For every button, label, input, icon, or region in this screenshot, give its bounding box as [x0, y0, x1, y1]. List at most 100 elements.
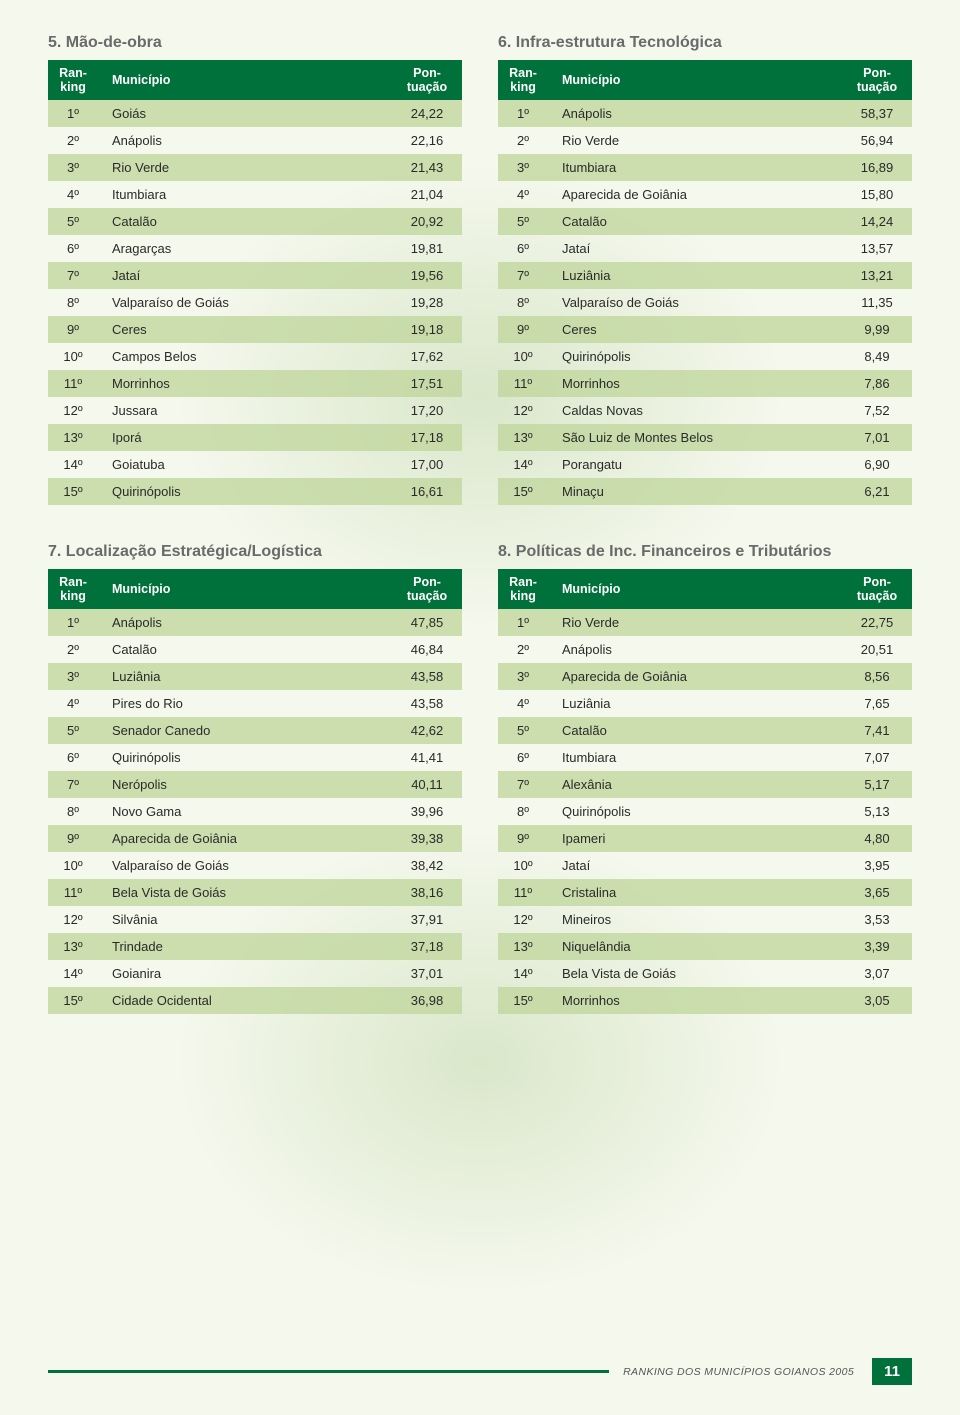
table-row: 12ºMineiros3,53	[498, 906, 912, 933]
table-row: 15ºMinaçu6,21	[498, 478, 912, 505]
cell-municipio: Itumbiara	[548, 154, 842, 181]
col-header-pontuacao: Pon- tuação	[392, 60, 462, 100]
cell-pontuacao: 14,24	[842, 208, 912, 235]
cell-pontuacao: 17,51	[392, 370, 462, 397]
tables-row-2: 7. Localização Estratégica/Logística Ran…	[48, 543, 912, 1014]
cell-municipio: Goianira	[98, 960, 392, 987]
cell-municipio: Morrinhos	[98, 370, 392, 397]
cell-rank: 4º	[498, 181, 548, 208]
table-row: 5ºSenador Canedo42,62	[48, 717, 462, 744]
cell-municipio: Jataí	[548, 235, 842, 262]
table-row: 1ºGoiás24,22	[48, 100, 462, 127]
table-row: 15ºMorrinhos3,05	[498, 987, 912, 1014]
cell-pontuacao: 58,37	[842, 100, 912, 127]
panel-title-text: Localização Estratégica/Logística	[66, 543, 322, 560]
cell-rank: 10º	[498, 343, 548, 370]
cell-municipio: Alexânia	[548, 771, 842, 798]
table-row: 2ºAnápolis22,16	[48, 127, 462, 154]
col-header-ranking: Ran- king	[48, 569, 98, 609]
col-header-text: tuação	[407, 589, 447, 603]
cell-rank: 10º	[498, 852, 548, 879]
table-row: 3ºItumbiara16,89	[498, 154, 912, 181]
cell-pontuacao: 7,86	[842, 370, 912, 397]
table-body: 1ºGoiás24,222ºAnápolis22,163ºRio Verde21…	[48, 100, 462, 505]
cell-rank: 14º	[48, 960, 98, 987]
cell-rank: 8º	[498, 289, 548, 316]
col-header-text: Pon-	[413, 66, 441, 80]
table-row: 3ºRio Verde21,43	[48, 154, 462, 181]
cell-pontuacao: 19,28	[392, 289, 462, 316]
table-row: 6ºItumbiara7,07	[498, 744, 912, 771]
col-header-text: Ran-	[59, 66, 87, 80]
ranking-table: Ran- king Município Pon- tuação 1ºRio Ve…	[498, 569, 912, 1014]
cell-rank: 12º	[498, 906, 548, 933]
cell-municipio: Iporá	[98, 424, 392, 451]
cell-municipio: Silvânia	[98, 906, 392, 933]
col-header-text: king	[60, 589, 86, 603]
cell-pontuacao: 38,42	[392, 852, 462, 879]
cell-municipio: Bela Vista de Goiás	[98, 879, 392, 906]
cell-rank: 6º	[48, 235, 98, 262]
table-row: 11ºBela Vista de Goiás38,16	[48, 879, 462, 906]
cell-municipio: Aparecida de Goiânia	[98, 825, 392, 852]
table-body: 1ºAnápolis58,372ºRio Verde56,943ºItumbia…	[498, 100, 912, 505]
cell-pontuacao: 16,61	[392, 478, 462, 505]
cell-pontuacao: 3,53	[842, 906, 912, 933]
table-row: 6ºAragarças19,81	[48, 235, 462, 262]
cell-pontuacao: 43,58	[392, 663, 462, 690]
cell-municipio: Novo Gama	[98, 798, 392, 825]
cell-pontuacao: 36,98	[392, 987, 462, 1014]
ranking-table: Ran- king Município Pon- tuação 1ºAnápol…	[498, 60, 912, 505]
cell-municipio: Jataí	[548, 852, 842, 879]
cell-rank: 10º	[48, 343, 98, 370]
cell-rank: 9º	[48, 825, 98, 852]
cell-rank: 5º	[48, 717, 98, 744]
cell-rank: 9º	[498, 825, 548, 852]
cell-pontuacao: 3,65	[842, 879, 912, 906]
table-row: 7ºLuziânia13,21	[498, 262, 912, 289]
cell-pontuacao: 40,11	[392, 771, 462, 798]
table-row: 8ºValparaíso de Goiás11,35	[498, 289, 912, 316]
page-footer: RANKING DOS MUNICÍPIOS GOIANOS 2005 11	[0, 1358, 960, 1385]
col-header-text: Pon-	[413, 575, 441, 589]
cell-rank: 8º	[48, 289, 98, 316]
cell-pontuacao: 56,94	[842, 127, 912, 154]
col-header-text: Pon-	[863, 66, 891, 80]
cell-municipio: Catalão	[548, 717, 842, 744]
cell-rank: 7º	[48, 262, 98, 289]
cell-rank: 11º	[48, 879, 98, 906]
table-row: 10ºCampos Belos17,62	[48, 343, 462, 370]
cell-municipio: São Luiz de Montes Belos	[548, 424, 842, 451]
cell-pontuacao: 42,62	[392, 717, 462, 744]
cell-municipio: Senador Canedo	[98, 717, 392, 744]
table-row: 9ºIpameri4,80	[498, 825, 912, 852]
table-row: 13ºIporá17,18	[48, 424, 462, 451]
cell-municipio: Jataí	[98, 262, 392, 289]
ranking-table: Ran- king Município Pon- tuação 1ºAnápol…	[48, 569, 462, 1014]
cell-rank: 5º	[48, 208, 98, 235]
cell-pontuacao: 7,65	[842, 690, 912, 717]
cell-rank: 9º	[48, 316, 98, 343]
cell-municipio: Campos Belos	[98, 343, 392, 370]
table-row: 2ºCatalão46,84	[48, 636, 462, 663]
table-body: 1ºAnápolis47,852ºCatalão46,843ºLuziânia4…	[48, 609, 462, 1014]
cell-pontuacao: 20,92	[392, 208, 462, 235]
table-body: 1ºRio Verde22,752ºAnápolis20,513ºApareci…	[498, 609, 912, 1014]
cell-municipio: Valparaíso de Goiás	[98, 289, 392, 316]
cell-municipio: Quirinópolis	[548, 343, 842, 370]
table-row: 4ºPires do Rio43,58	[48, 690, 462, 717]
cell-pontuacao: 17,62	[392, 343, 462, 370]
cell-rank: 9º	[498, 316, 548, 343]
cell-rank: 13º	[48, 933, 98, 960]
table-row: 11ºMorrinhos7,86	[498, 370, 912, 397]
table-row: 7ºNerópolis40,11	[48, 771, 462, 798]
table-row: 9ºAparecida de Goiânia39,38	[48, 825, 462, 852]
table-row: 11ºMorrinhos17,51	[48, 370, 462, 397]
table-row: 12ºCaldas Novas7,52	[498, 397, 912, 424]
cell-municipio: Bela Vista de Goiás	[548, 960, 842, 987]
cell-municipio: Rio Verde	[548, 609, 842, 636]
col-header-pontuacao: Pon- tuação	[842, 60, 912, 100]
table-row: 14ºGoiatuba17,00	[48, 451, 462, 478]
col-header-text: king	[60, 80, 86, 94]
cell-municipio: Minaçu	[548, 478, 842, 505]
